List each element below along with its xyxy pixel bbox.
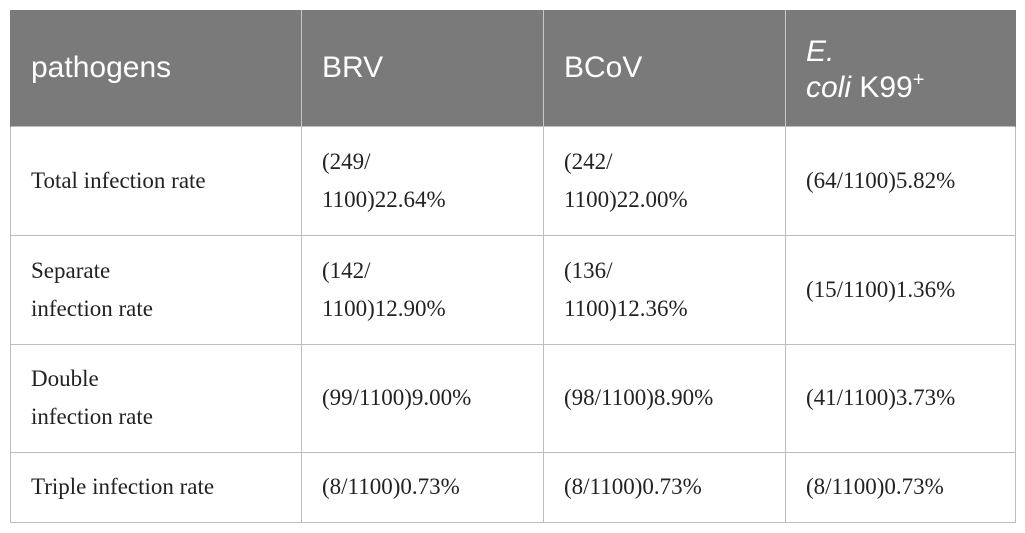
cell-ecoli: (41/1100)3.73%: [785, 343, 1016, 453]
table-row: Separate infection rate (142/ 1100)12.90…: [10, 234, 1016, 345]
infection-rate-table: pathogens BRV BCoV E. coli K99+ Total in…: [10, 10, 1016, 523]
table-header: pathogens BRV BCoV E. coli K99+: [10, 10, 1016, 126]
cell-line: (142/: [322, 257, 371, 283]
cell-brv: (99/1100)9.00%: [301, 343, 544, 453]
row-label: Total infection rate: [10, 125, 302, 236]
cell-line: (249/: [322, 148, 371, 174]
header-bcov: BCoV: [543, 10, 786, 126]
header-pathogens: pathogens: [10, 10, 302, 126]
cell-ecoli: (15/1100)1.36%: [785, 234, 1016, 345]
cell-brv: (8/1100)0.73%: [301, 451, 544, 523]
cell-bcov: (98/1100)8.90%: [543, 343, 786, 453]
cell-ecoli: (64/1100)5.82%: [785, 125, 1016, 236]
header-ecoli-superscript: +: [912, 68, 925, 91]
row-label: Triple infection rate: [10, 451, 302, 523]
row-label-line: Total infection rate: [31, 167, 206, 193]
header-row: pathogens BRV BCoV E. coli K99+: [10, 10, 1016, 126]
cell-bcov: (136/ 1100)12.36%: [543, 234, 786, 345]
cell-bcov: (8/1100)0.73%: [543, 451, 786, 523]
cell-brv: (249/ 1100)22.64%: [301, 125, 544, 236]
cell-bcov: (242/ 1100)22.00%: [543, 125, 786, 236]
cell-brv: (142/ 1100)12.90%: [301, 234, 544, 345]
cell-line: 1100)12.36%: [564, 295, 688, 321]
cell-ecoli: (8/1100)0.73%: [785, 451, 1016, 523]
header-brv: BRV: [301, 10, 544, 126]
header-ecoli-genus: E.: [806, 34, 835, 68]
row-label-line: Double: [31, 366, 99, 391]
table-body: Total infection rate (249/ 1100)22.64% (…: [10, 125, 1016, 523]
row-label-line: infection rate: [31, 404, 153, 429]
header-ecoli-strain: K99: [859, 70, 913, 104]
row-label: Separate infection rate: [10, 234, 302, 345]
cell-line: 1100)12.90%: [322, 295, 446, 321]
cell-line: (242/: [564, 148, 613, 174]
table-row: Double infection rate (99/1100)9.00% (98…: [10, 343, 1016, 453]
cell-line: 1100)22.64%: [322, 186, 446, 212]
table-row: Triple infection rate (8/1100)0.73% (8/1…: [10, 451, 1016, 523]
row-label: Double infection rate: [10, 343, 302, 453]
cell-line: (136/: [564, 257, 613, 283]
cell-line: 1100)22.00%: [564, 186, 688, 212]
header-ecoli: E. coli K99+: [785, 10, 1016, 126]
row-label-line: Separate: [31, 257, 111, 283]
row-label-line: infection rate: [31, 295, 153, 321]
row-label-line: Triple infection rate: [31, 474, 215, 499]
table-row: Total infection rate (249/ 1100)22.64% (…: [10, 125, 1016, 236]
header-ecoli-species: coli: [806, 70, 852, 104]
